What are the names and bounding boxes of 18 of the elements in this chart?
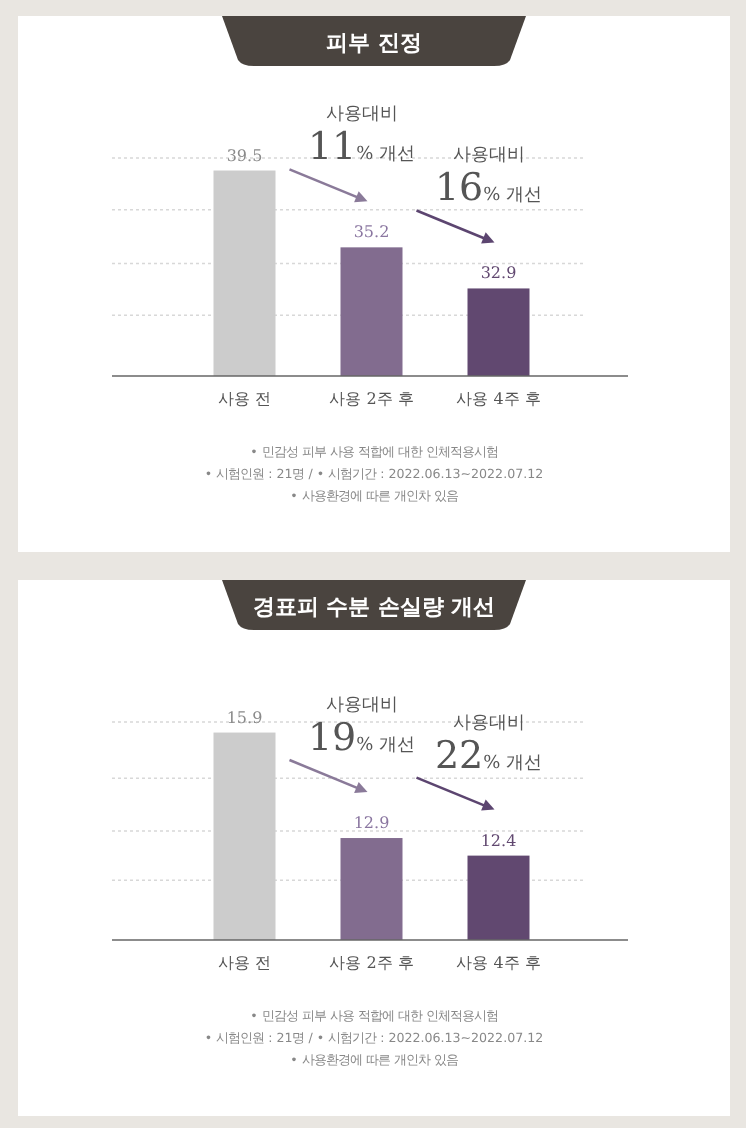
annotation: 사용대비 16% 개선 bbox=[434, 146, 543, 211]
chart-title: 경표피 수분 손실량 개선 bbox=[252, 594, 496, 620]
data-label: 12.4 bbox=[480, 831, 517, 850]
x-tick-label: 사용 전 bbox=[217, 390, 272, 408]
x-tick-label: 사용 2주 후 bbox=[329, 954, 414, 972]
chart-title: 피부 진정 bbox=[326, 30, 422, 56]
annotation: 사용대비 22% 개선 bbox=[434, 713, 543, 778]
x-tick-label: 사용 2주 후 bbox=[329, 390, 414, 408]
x-tick-label: 사용 전 bbox=[217, 954, 272, 972]
x-tick-label: 사용 4주 후 bbox=[456, 954, 541, 972]
x-tick-label: 사용 4주 후 bbox=[456, 390, 541, 408]
data-label: 35.2 bbox=[353, 223, 390, 242]
data-label: 15.9 bbox=[226, 708, 263, 727]
data-label: 39.5 bbox=[226, 146, 263, 165]
data-label: 12.9 bbox=[353, 814, 390, 833]
annotation: 사용대비 11% 개선 bbox=[307, 105, 416, 170]
data-label: 32.9 bbox=[480, 264, 517, 283]
annotation: 사용대비 19% 개선 bbox=[307, 696, 416, 761]
